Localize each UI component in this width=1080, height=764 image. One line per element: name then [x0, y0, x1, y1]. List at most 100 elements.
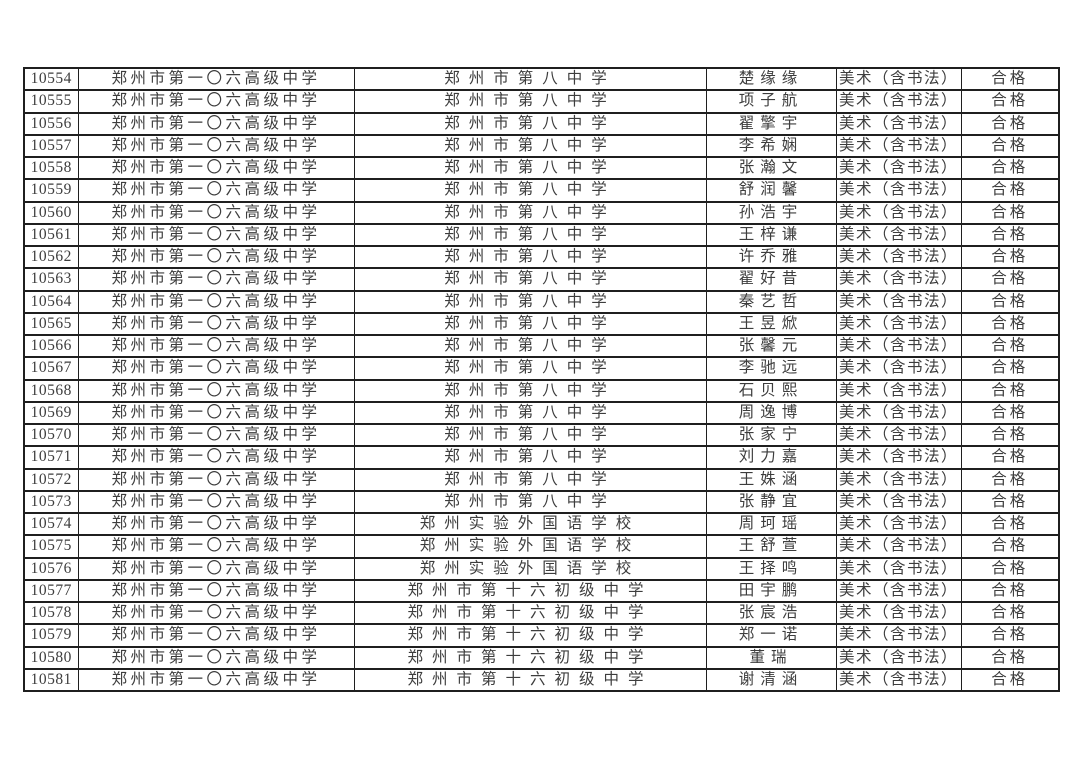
- result-cell: 合格: [960, 311, 1060, 337]
- admission-school-cell: 郑州市第一〇六高级中学: [77, 311, 355, 337]
- admission-school-cell: 郑州市第一〇六高级中学: [77, 333, 355, 359]
- table-row: 10578 郑州市第一〇六高级中学 郑州市第十六初级中学 张宸浩 美术（含书法） 合格: [23, 600, 1060, 626]
- exam-number-cell: 10578: [23, 600, 79, 626]
- exam-number-cell: 10563: [23, 267, 79, 292]
- specialty-cell: 美术（含书法）: [835, 467, 962, 492]
- student-name-cell: 翟好昔: [705, 267, 837, 292]
- student-name-cell: 王昱焮: [705, 311, 837, 337]
- admission-school-cell: 郑州市第一〇六高级中学: [77, 289, 355, 314]
- student-name-cell: 楚缘缘: [705, 66, 837, 92]
- table-row: 10562 郑州市第一〇六高级中学 郑州市第八中学 许乔雅 美术（含书法） 合格: [23, 244, 1060, 270]
- student-name-cell: 王择鸣: [705, 556, 837, 581]
- exam-number-cell: 10558: [23, 155, 79, 181]
- specialty-cell: 美术（含书法）: [835, 400, 962, 426]
- exam-number-cell: 10561: [23, 222, 79, 248]
- graduate-school-cell: 郑州市第十六初级中学: [353, 623, 707, 648]
- table-row: 10559 郑州市第一〇六高级中学 郑州市第八中学 舒润馨 美术（含书法） 合格: [23, 178, 1060, 203]
- student-name-cell: 许乔雅: [705, 244, 837, 270]
- result-cell: 合格: [960, 244, 1060, 270]
- admission-school-cell: 郑州市第一〇六高级中学: [77, 267, 355, 292]
- table-row: 10581 郑州市第一〇六高级中学 郑州市第十六初级中学 谢清涵 美术（含书法） 合格: [23, 667, 1060, 693]
- student-name-cell: 张瀚文: [705, 155, 837, 181]
- result-cell: 合格: [960, 333, 1060, 359]
- specialty-cell: 美术（含书法）: [835, 489, 962, 515]
- table-row: 10570 郑州市第一〇六高级中学 郑州市第八中学 张家宁 美术（含书法） 合格: [23, 422, 1060, 448]
- graduate-school-cell: 郑州市第八中学: [353, 489, 707, 515]
- table-row: 10575 郑州市第一〇六高级中学 郑州实验外国语学校 王舒萱 美术（含书法） 合格: [23, 534, 1060, 559]
- graduate-school-cell: 郑州市第十六初级中学: [353, 578, 707, 604]
- result-cell: 合格: [960, 511, 1060, 537]
- result-cell: 合格: [960, 400, 1060, 426]
- result-cell: 合格: [960, 422, 1060, 448]
- table-body: 10554 郑州市第一〇六高级中学 郑州市第八中学 楚缘缘 美术（含书法） 合格 10555…: [23, 66, 1060, 693]
- admission-school-cell: 郑州市第一〇六高级中学: [77, 133, 355, 159]
- specialty-cell: 美术（含书法）: [835, 534, 962, 559]
- student-name-cell: 董瑞: [705, 645, 837, 670]
- graduate-school-cell: 郑州市第八中学: [353, 178, 707, 203]
- table-row: 10563 郑州市第一〇六高级中学 郑州市第八中学 翟好昔 美术（含书法） 合格: [23, 267, 1060, 292]
- admission-school-cell: 郑州市第一〇六高级中学: [77, 489, 355, 515]
- specialty-cell: 美术（含书法）: [835, 667, 962, 693]
- student-name-cell: 李希娴: [705, 133, 837, 159]
- graduate-school-cell: 郑州市第八中学: [353, 66, 707, 92]
- result-cell: 合格: [960, 356, 1060, 381]
- exam-number-cell: 10560: [23, 200, 79, 225]
- specialty-cell: 美术（含书法）: [835, 200, 962, 225]
- result-cell: 合格: [960, 200, 1060, 225]
- graduate-school-cell: 郑州市第八中学: [353, 378, 707, 403]
- table-row: 10568 郑州市第一〇六高级中学 郑州市第八中学 石贝熙 美术（含书法） 合格: [23, 378, 1060, 403]
- graduate-school-cell: 郑州市第八中学: [353, 400, 707, 426]
- admission-school-cell: 郑州市第一〇六高级中学: [77, 511, 355, 537]
- result-cell: 合格: [960, 600, 1060, 626]
- graduate-school-cell: 郑州市第十六初级中学: [353, 600, 707, 626]
- student-name-cell: 王姝涵: [705, 467, 837, 492]
- specialty-cell: 美术（含书法）: [835, 556, 962, 581]
- table-row: 10560 郑州市第一〇六高级中学 郑州市第八中学 孙浩宇 美术（含书法） 合格: [23, 200, 1060, 225]
- specialty-cell: 美术（含书法）: [835, 511, 962, 537]
- specialty-cell: 美术（含书法）: [835, 422, 962, 448]
- table-row: 10571 郑州市第一〇六高级中学 郑州市第八中学 刘力嘉 美术（含书法） 合格: [23, 445, 1060, 470]
- table-row: 10561 郑州市第一〇六高级中学 郑州市第八中学 王梓谦 美术（含书法） 合格: [23, 222, 1060, 248]
- table-row: 10579 郑州市第一〇六高级中学 郑州市第十六初级中学 郑一诺 美术（含书法） 合格: [23, 623, 1060, 648]
- admission-school-cell: 郑州市第一〇六高级中学: [77, 178, 355, 203]
- graduate-school-cell: 郑州市第八中学: [353, 244, 707, 270]
- specialty-cell: 美术（含书法）: [835, 66, 962, 92]
- student-name-cell: 孙浩宇: [705, 200, 837, 225]
- graduate-school-cell: 郑州市第八中学: [353, 155, 707, 181]
- student-name-cell: 张宸浩: [705, 600, 837, 626]
- graduate-school-cell: 郑州市第八中学: [353, 445, 707, 470]
- admission-school-cell: 郑州市第一〇六高级中学: [77, 222, 355, 248]
- admission-school-cell: 郑州市第一〇六高级中学: [77, 667, 355, 693]
- specialty-cell: 美术（含书法）: [835, 89, 962, 114]
- table-row: 10566 郑州市第一〇六高级中学 郑州市第八中学 张馨元 美术（含书法） 合格: [23, 333, 1060, 359]
- table-row: 10567 郑州市第一〇六高级中学 郑州市第八中学 李驰远 美术（含书法） 合格: [23, 356, 1060, 381]
- specialty-cell: 美术（含书法）: [835, 333, 962, 359]
- table-row: 10573 郑州市第一〇六高级中学 郑州市第八中学 张静宜 美术（含书法） 合格: [23, 489, 1060, 515]
- exam-number-cell: 10569: [23, 400, 79, 426]
- table-row: 10577 郑州市第一〇六高级中学 郑州市第十六初级中学 田宇鹏 美术（含书法） 合格: [23, 578, 1060, 604]
- table-row: 10565 郑州市第一〇六高级中学 郑州市第八中学 王昱焮 美术（含书法） 合格: [23, 311, 1060, 337]
- table-row: 10576 郑州市第一〇六高级中学 郑州实验外国语学校 王择鸣 美术（含书法） 合格: [23, 556, 1060, 581]
- qualification-results-table: 10554 郑州市第一〇六高级中学 郑州市第八中学 楚缘缘 美术（含书法） 合格 10555…: [23, 66, 1060, 693]
- admission-school-cell: 郑州市第一〇六高级中学: [77, 578, 355, 604]
- specialty-cell: 美术（含书法）: [835, 267, 962, 292]
- admission-school-cell: 郑州市第一〇六高级中学: [77, 623, 355, 648]
- specialty-cell: 美术（含书法）: [835, 623, 962, 648]
- student-name-cell: 周逸博: [705, 400, 837, 426]
- graduate-school-cell: 郑州市第八中学: [353, 333, 707, 359]
- result-cell: 合格: [960, 289, 1060, 314]
- admission-school-cell: 郑州市第一〇六高级中学: [77, 244, 355, 270]
- exam-number-cell: 10557: [23, 133, 79, 159]
- admission-school-cell: 郑州市第一〇六高级中学: [77, 89, 355, 114]
- table-row: 10556 郑州市第一〇六高级中学 郑州市第八中学 翟擎宇 美术（含书法） 合格: [23, 111, 1060, 136]
- admission-school-cell: 郑州市第一〇六高级中学: [77, 155, 355, 181]
- exam-number-cell: 10579: [23, 623, 79, 648]
- exam-number-cell: 10572: [23, 467, 79, 492]
- graduate-school-cell: 郑州实验外国语学校: [353, 511, 707, 537]
- exam-number-cell: 10574: [23, 511, 79, 537]
- student-name-cell: 翟擎宇: [705, 111, 837, 136]
- table-row: 10574 郑州市第一〇六高级中学 郑州实验外国语学校 周珂瑶 美术（含书法） 合格: [23, 511, 1060, 537]
- admission-school-cell: 郑州市第一〇六高级中学: [77, 111, 355, 136]
- specialty-cell: 美术（含书法）: [835, 311, 962, 337]
